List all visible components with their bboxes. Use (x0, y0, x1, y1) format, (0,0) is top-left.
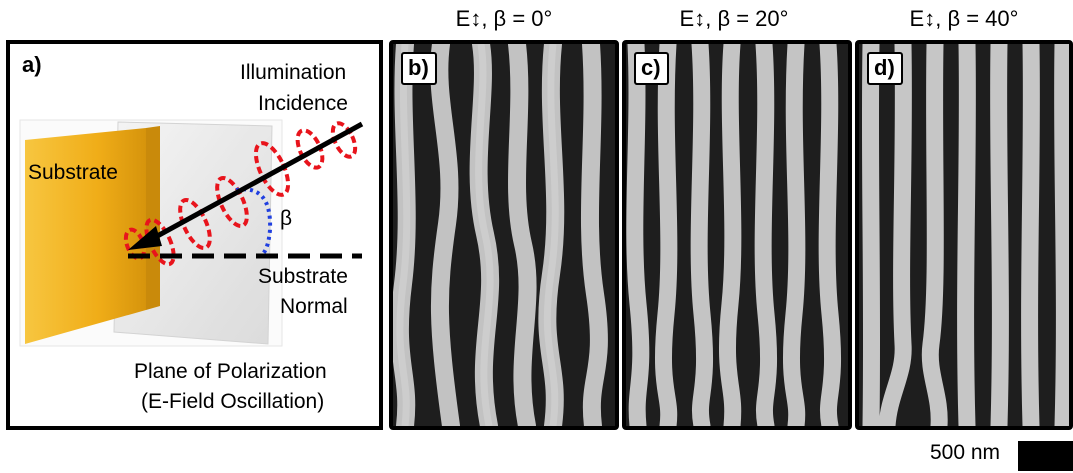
panel-c-sem-image: c) (622, 40, 852, 430)
panel-a-tag: a) (22, 52, 42, 77)
panel-a-schematic: a) Illumination Incidence Substrate β Su… (6, 40, 383, 430)
label-beta: β (280, 207, 293, 230)
scale-bar (1018, 441, 1073, 471)
panel-b-sem-image: b) (389, 40, 619, 430)
label-illumination: Illumination (240, 61, 347, 84)
label-plane-of-polarization: Plane of Polarization (134, 360, 327, 383)
schematic-drawing (19, 119, 364, 347)
label-e-field-oscillation: (E-Field Oscillation) (141, 390, 325, 413)
title-panel-b: E↕, β = 0° (455, 6, 553, 31)
panel-c-tag: c) (634, 52, 669, 85)
sem-ridges-b (393, 44, 615, 426)
panel-b-tag: b) (401, 52, 437, 85)
panel-d-tag: d) (867, 52, 903, 85)
label-substrate-normal-1: Substrate (258, 265, 348, 288)
title-panel-c: E↕, β = 20° (679, 6, 789, 31)
scale-bar-label: 500 nm (930, 441, 1001, 464)
label-substrate-normal-2: Normal (280, 295, 348, 318)
title-panel-d: E↕, β = 40° (909, 6, 1019, 31)
panel-d-sem-image: d) (855, 40, 1073, 430)
label-substrate: Substrate (28, 161, 118, 184)
sem-ridges-d (859, 44, 1069, 426)
label-incidence: Incidence (258, 92, 348, 115)
sem-ridges-c (626, 44, 848, 426)
